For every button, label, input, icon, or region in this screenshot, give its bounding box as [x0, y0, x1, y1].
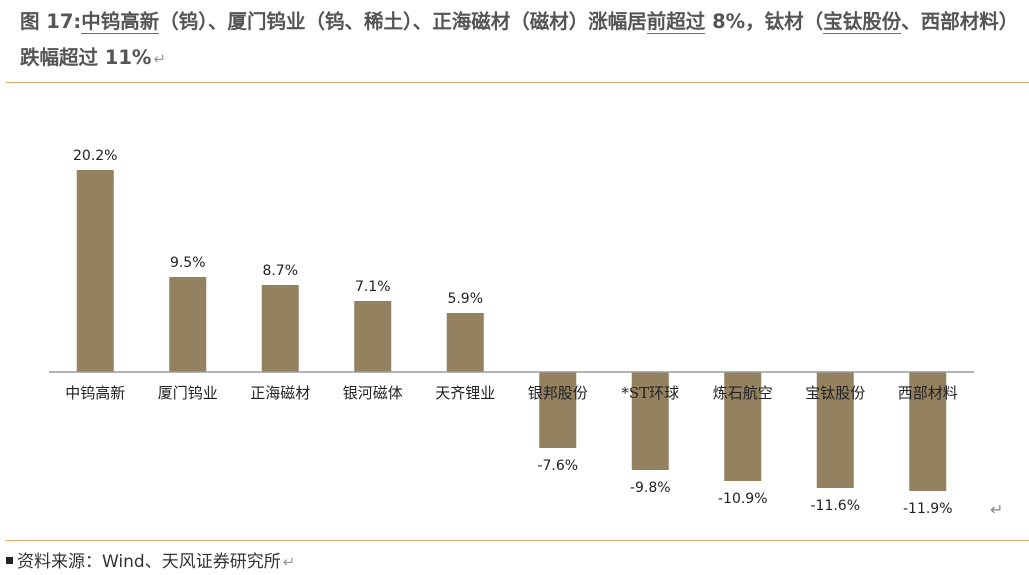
source-text: 资料来源：Wind、天风证券研究所	[17, 552, 281, 572]
title-text-3: 、西部材料）跌幅超过 11%	[20, 10, 1019, 69]
figure-title: 图 17:中钨高新（钨）、厦门钨业（钨、稀土）、正海磁材（磁材）涨幅居前超过 8…	[20, 4, 1020, 77]
data-label: 20.2%	[73, 148, 117, 164]
category-label: 银河磁体	[343, 384, 403, 402]
data-label: -10.9%	[718, 491, 768, 507]
data-label: 7.1%	[355, 279, 391, 295]
title-link-qianchaoguo[interactable]: 前超过	[646, 10, 706, 34]
source-note: 资料来源：Wind、天风证券研究所 ↵	[6, 549, 295, 575]
category-label: 宝钛股份	[805, 384, 865, 402]
bar	[76, 170, 114, 372]
category-label: *ST环球	[621, 384, 679, 402]
category-label: 天齐锂业	[435, 384, 495, 402]
data-label: -7.6%	[537, 458, 578, 474]
category-label: 西部材料	[898, 384, 958, 402]
bar	[631, 372, 669, 470]
bullet-square-icon	[6, 557, 13, 564]
bar	[169, 277, 207, 372]
bar	[539, 372, 577, 448]
bar	[354, 301, 392, 372]
category-label: 中钨高新	[65, 384, 125, 402]
bar	[724, 372, 762, 481]
return-mark-icon: ↵	[990, 500, 1004, 519]
title-link-zhongwu[interactable]: 中钨高新	[81, 10, 160, 34]
paragraph-mark-icon: ↵	[282, 553, 296, 571]
data-label: 8.7%	[262, 263, 298, 279]
title-text-2: 8%，钛材（	[705, 10, 824, 33]
title-divider	[6, 82, 1029, 83]
source-divider	[6, 540, 1029, 541]
bar	[816, 372, 854, 488]
data-label: -9.8%	[630, 480, 671, 496]
category-label: 银邦股份	[528, 384, 588, 402]
title-link-baotai[interactable]: 宝钛股份	[823, 10, 902, 34]
data-label: -11.6%	[810, 498, 860, 514]
bar	[261, 285, 299, 372]
bar	[909, 372, 947, 491]
paragraph-mark-icon: ↵	[153, 50, 167, 68]
title-prefix: 图 17:	[20, 10, 82, 33]
category-label: 正海磁材	[250, 384, 310, 402]
data-label: -11.9%	[903, 501, 953, 517]
title-text-1: （钨）、厦门钨业（钨、稀土）、正海磁材（磁材）涨幅居	[159, 10, 647, 33]
bar	[446, 313, 484, 372]
category-label: 厦门钨业	[158, 384, 218, 402]
category-label: 炼石航空	[713, 384, 773, 402]
data-label: 5.9%	[447, 291, 483, 307]
data-label: 9.5%	[170, 255, 206, 271]
